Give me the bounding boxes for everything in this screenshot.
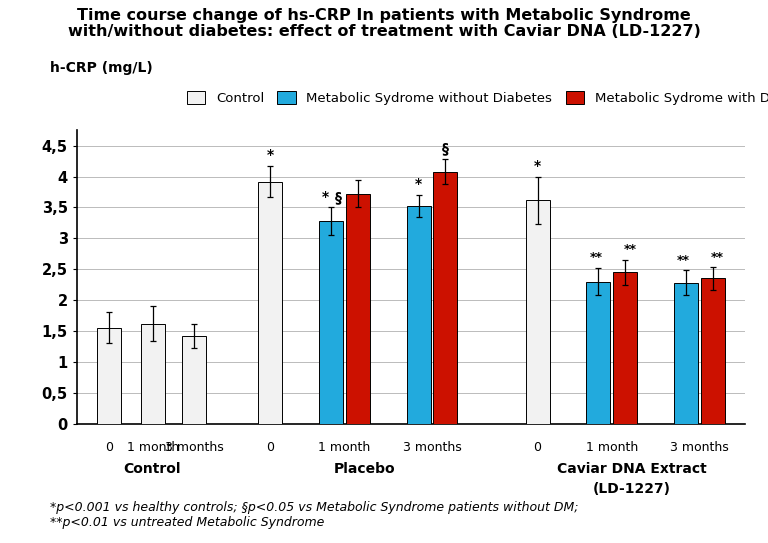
Bar [319,221,343,424]
Text: 3 months: 3 months [165,441,223,454]
Text: 0: 0 [266,441,274,454]
Text: 3 months: 3 months [670,441,729,454]
Text: §: § [335,190,342,204]
Text: 0: 0 [105,441,113,454]
Bar [141,324,165,424]
Text: *: * [415,178,422,192]
Text: with/without diabetes: effect of treatment with Caviar DNA (LD-1227): with/without diabetes: effect of treatme… [68,24,700,40]
Text: **: ** [590,251,603,264]
Text: *: * [534,159,541,173]
Text: §: § [442,142,449,156]
Text: **: ** [711,251,723,264]
Text: Placebo: Placebo [334,462,396,476]
Text: *: * [266,148,274,162]
Text: 0: 0 [534,441,541,454]
Bar [674,283,698,424]
Text: 3 months: 3 months [402,441,462,454]
Bar [700,279,725,424]
Text: 1 month: 1 month [127,441,179,454]
Bar [587,282,611,424]
Text: Control: Control [124,462,180,476]
Bar [613,272,637,424]
Bar [346,194,370,424]
Legend: Control, Metabolic Sydrome without Diabetes, Metabolic Sydrome with Diabetes: Control, Metabolic Sydrome without Diabe… [187,91,768,105]
Text: h-CRP (mg/L): h-CRP (mg/L) [50,61,153,75]
Text: **: ** [677,254,690,267]
Text: 1 month: 1 month [319,441,371,454]
Text: (LD-1227): (LD-1227) [593,482,671,496]
Bar [258,181,283,424]
Text: Time course change of hs-CRP In patients with Metabolic Syndrome: Time course change of hs-CRP In patients… [77,8,691,23]
Text: Caviar DNA Extract: Caviar DNA Extract [557,462,707,476]
Bar [407,206,431,424]
Text: **: ** [624,243,636,256]
Bar [97,328,121,424]
Bar [525,200,550,424]
Text: 1 month: 1 month [586,441,638,454]
Text: *: * [322,190,329,204]
Text: *p<0.001 vs healthy controls; §p<0.05 vs Metabolic Syndrome patients without DM;: *p<0.001 vs healthy controls; §p<0.05 vs… [50,501,578,529]
Bar [182,336,207,424]
Bar [433,172,458,424]
